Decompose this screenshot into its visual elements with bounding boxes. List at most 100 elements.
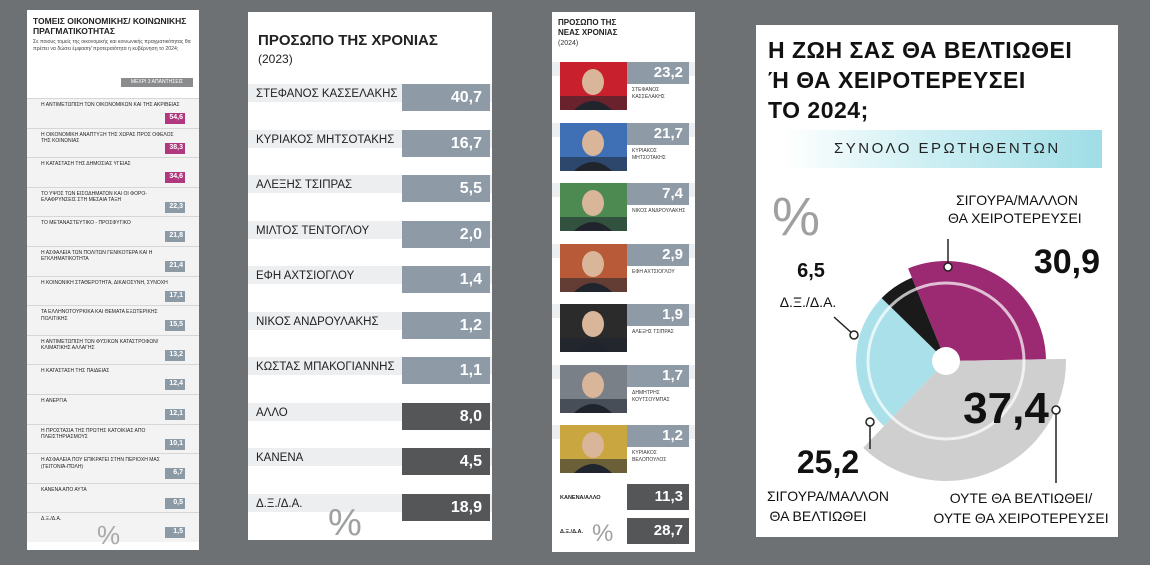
priority-bar — [165, 408, 185, 420]
candidate-row: 1,2 ΚΥΡΙΑΚΟΣ ΒΕΛΟΠΟΥΛΟΣ — [552, 423, 695, 479]
person-row: ΝΙΚΟΣ ΑΝΔΡΟΥΛΑΚΗΣ 1,2 — [248, 311, 492, 358]
priority-row: ΤΑ ΕΛΛΗΝΟΤΟΥΡΚΙΚΑ ΚΑΙ ΘΕΜΑΤΑ ΕΞΩΤΕΡΙΚΗΣ … — [27, 305, 199, 335]
priority-label: Η ΟΙΚΟΝΟΜΙΚΗ ΑΝΑΠΤΥΞΗ ΤΗΣ ΧΩΡΑΣ ΠΡΟΣ ΟΦΕ… — [41, 131, 174, 145]
person-value: 16,7 — [402, 129, 490, 157]
priority-bar — [165, 438, 185, 450]
percent-sign: % — [328, 502, 362, 544]
priority-row: Δ.Ξ./Δ.Α. 1,5 — [27, 512, 199, 542]
life-outlook-title-line-2: Ή ΘΑ ΧΕΙΡΟΤΕΡΕΥΣΕΙ — [768, 67, 1026, 93]
slice-label: Δ.Ξ./Δ.Α. — [780, 294, 837, 310]
priority-row: Η ΑΣΦΑΛΕΙΑ ΠΟΥ ΕΠΙΚΡΑΤΕΙ ΣΤΗΝ ΠΕΡΙΟΧΗ ΜΑ… — [27, 453, 199, 483]
candidate-photo — [560, 183, 627, 231]
person-value: 18,9 — [402, 493, 490, 521]
leader-dot — [849, 330, 859, 340]
life-outlook-panel: Η ΖΩΗ ΣΑΣ ΘΑ ΒΕΛΤΙΩΘΕΙ Ή ΘΑ ΧΕΙΡΟΤΕΡΕΥΣΕ… — [756, 25, 1118, 537]
priority-value: 10,1 — [169, 439, 183, 447]
candidate-value: 23,2 — [627, 62, 689, 84]
priority-label: Η ΑΝΤΙΜΕΤΩΠΙΣΗ ΤΩΝ ΦΥΣΙΚΩΝ ΚΑΤΑΣΤΡΟΦΩΝ/ … — [41, 338, 159, 352]
priority-row: Η ΟΙΚΟΝΟΜΙΚΗ ΑΝΑΠΤΥΞΗ ΤΗΣ ΧΩΡΑΣ ΠΡΟΣ ΟΦΕ… — [27, 127, 199, 158]
priority-value: 21,4 — [169, 261, 183, 269]
percent-sign: % — [97, 520, 121, 550]
person-value: 5,5 — [402, 175, 490, 202]
priority-row: ΚΑΝΕΝΑ ΑΠΟ ΑΥΤΑ 0,5 — [27, 482, 199, 513]
candidate-name: ΔΗΜΗΤΡΗΣ ΚΟΥΤΣΟΥΜΠΑΣ — [632, 389, 670, 403]
priority-value: 17,1 — [169, 291, 183, 299]
priority-value: 13,2 — [169, 350, 183, 358]
person-row: ΜΙΛΤΟΣ ΤΕΝΤΟΓΛΟΥ 2,0 — [248, 220, 492, 267]
priority-row: Η ΑΣΦΑΛΕΙΑ ΤΩΝ ΠΟΛΙΤΩΝ ΓΕΝΙΚΟΤΕΡΑ ΚΑΙ Η … — [27, 245, 199, 276]
person-row: Δ.Ξ./Δ.Α. 18,9 — [248, 493, 492, 540]
candidate-value: 21,7 — [627, 122, 689, 145]
slice-neither — [863, 358, 1066, 481]
person-value: 4,5 — [402, 448, 490, 475]
person-value: 1,2 — [402, 311, 490, 339]
person-row: ΚΩΣΤΑΣ ΜΠΑΚΟΓΙΑΝΝΗΣ 1,1 — [248, 357, 492, 403]
candidate-row: 1,9 ΑΛΕΞΗΣ ΤΣΙΠΡΑΣ — [552, 302, 695, 358]
priority-row: Η ΑΝΤΙΜΕΤΩΠΙΣΗ ΤΩΝ ΦΥΣΙΚΩΝ ΚΑΤΑΣΤΡΟΦΩΝ/ … — [27, 334, 199, 365]
candidate-name: ΕΦΗ ΑΧΤΣΙΟΓΛΟΥ — [632, 268, 675, 275]
priority-label: ΤΟ ΜΕΤΑΝΑΣΤΕΥΤΙΚΟ - ΠΡΟΣΦΥΓΙΚΟ — [41, 220, 131, 227]
priority-bar — [165, 142, 185, 154]
candidate-photo — [560, 304, 627, 352]
priority-row: Η ΚΟΙΝΩΝΙΚΗ ΣΤΑΘΕΡΟΤΗΤΑ, ΔΙΚΑΙΟΣΥΝΗ, ΣΥΝ… — [27, 275, 199, 306]
person-value: 40,7 — [402, 84, 490, 111]
leader-dot — [943, 262, 953, 272]
slice-value: 6,5 — [797, 260, 825, 282]
person-of-new-year-panel: ΠΡΟΣΩΠΟ ΤΗΣ ΝΕΑΣ ΧΡΟΝΙΑΣ (2024) 23,2 ΣΤΕΦ… — [552, 12, 695, 552]
priority-value: 1,5 — [173, 528, 183, 536]
priority-bar — [165, 172, 185, 184]
priorities-title: ΤΟΜΕΙΣ ΟΙΚΟΝΟΜΙΚΗΣ/ ΚΟΙΝΩΝΙΚΗΣ ΠΡΑΓΜΑΤΙΚ… — [33, 16, 187, 36]
person-name: Δ.Ξ./Δ.Α. — [256, 497, 303, 510]
person-row: ΚΑΝΕΝΑ 4,5 — [248, 448, 492, 494]
candidate-value: 7,4 — [627, 183, 689, 205]
candidate-row: 21,7 ΚΥΡΙΑΚΟΣ ΜΗΤΣΟΤΑΚΗΣ — [552, 121, 695, 177]
priority-label: Η ΚΑΤΑΣΤΑΣΗ ΤΗΣ ΠΑΙΔΕΙΑΣ — [41, 368, 110, 375]
person-of-year-panel: ΠΡΟΣΩΠΟ ΤΗΣ ΧΡΟΝΙΑΣ (2023) ΣΤΕΦΑΝΟΣ ΚΑΣΣ… — [248, 12, 492, 544]
candidate-name: ΑΛΕΞΗΣ ΤΣΙΠΡΑΣ — [632, 329, 674, 335]
candidate-value: 11,3 — [627, 484, 689, 510]
candidate-name: ΚΑΝΕΝΑ/ΑΛΛΟ — [560, 495, 601, 501]
candidate-name: ΚΥΡΙΑΚΟΣ ΒΕΛΟΠΟΥΛΟΣ — [632, 450, 667, 463]
priorities-panel: ΤΟΜΕΙΣ ΟΙΚΟΝΟΜΙΚΗΣ/ ΚΟΙΝΩΝΙΚΗΣ ΠΡΑΓΜΑΤΙΚ… — [27, 10, 199, 550]
person-name: ΝΙΚΟΣ ΑΝΔΡΟΥΛΑΚΗΣ — [256, 315, 379, 328]
priority-bar — [165, 201, 185, 213]
person-row: ΚΥΡΙΑΚΟΣ ΜΗΤΣΟΤΑΚΗΣ 16,7 — [248, 129, 492, 176]
slice-label: ΣΙΓΟΥΡΑ/ΜΑΛΛΟΝ — [956, 192, 1078, 208]
priority-label: ΚΑΝΕΝΑ ΑΠΟ ΑΥΤΑ — [41, 486, 87, 493]
slice-label: ΣΙΓΟΥΡΑ/ΜΑΛΛΟΝ — [767, 488, 889, 504]
person-name: ΚΥΡΙΑΚΟΣ ΜΗΤΣΟΤΑΚΗΣ — [256, 133, 395, 146]
candidate-row: 7,4 ΝΙΚΟΣ ΑΝΔΡΟΥΛΑΚΗΣ — [552, 181, 695, 237]
priorities-note: ΜΕΧΡΙ 3 ΑΠΑΝΤΗΣΕΙΣ — [121, 78, 193, 87]
priority-row: Η ΑΝΕΡΓΙΑ 12,1 — [27, 393, 199, 424]
candidate-photo — [560, 425, 627, 473]
person-of-year-title: ΠΡΟΣΩΠΟ ΤΗΣ ΧΡΟΝΙΑΣ — [258, 32, 438, 49]
candidate-name: ΚΥΡΙΑΚΟΣ ΜΗΤΣΟΤΑΚΗΣ — [632, 147, 666, 161]
slice-value: 25,2 — [797, 444, 859, 480]
priority-bar — [165, 290, 185, 302]
priority-label: Η ΚΟΙΝΩΝΙΚΗ ΣΤΑΘΕΡΟΤΗΤΑ, ΔΙΚΑΙΟΣΥΝΗ, ΣΥΝ… — [41, 279, 168, 286]
person-of-year-rows: ΣΤΕΦΑΝΟΣ ΚΑΣΣΕΛΑΚΗΣ 40,7 ΚΥΡΙΑΚΟΣ ΜΗΤΣΟΤΑΚ… — [248, 84, 492, 539]
priority-label: ΤΟ ΥΨΟΣ ΤΩΝ ΕΙΣΟΔΗΜΑΤΩΝ ΚΑΙ ΟΙ ΦΟΡΟ-ΕΛΑΦ… — [41, 190, 147, 204]
inner-ring — [866, 281, 1026, 441]
pie-center — [932, 347, 960, 375]
priorities-rows: Η ΑΝΤΙΜΕΤΩΠΙΣΗ ΤΩΝ ΟΙΚΟΝΟΜΙΚΩΝ ΚΑΙ ΤΗΣ Α… — [27, 98, 199, 542]
candidate-row: Δ.Ξ./Δ.Α. 28,7 — [552, 518, 695, 548]
priority-bar — [165, 260, 185, 272]
percent-sign: % — [772, 187, 820, 247]
priority-bar — [165, 527, 185, 539]
candidate-row: 2,9 ΕΦΗ ΑΧΤΣΙΟΓΛΟΥ — [552, 242, 695, 298]
candidate-photo — [560, 62, 627, 110]
candidate-name: ΣΤΕΦΑΝΟΣ ΚΑΣΣΕΛΑΚΗΣ — [632, 87, 665, 100]
person-of-year-year: (2023) — [258, 52, 293, 66]
person-row: ΕΦΗ ΑΧΤΣΙΟΓΛΟΥ 1,4 — [248, 266, 492, 312]
priority-row: Η ΑΝΤΙΜΕΤΩΠΙΣΗ ΤΩΝ ΟΙΚΟΝΟΜΙΚΩΝ ΚΑΙ ΤΗΣ Α… — [27, 98, 199, 128]
leader-dot — [1051, 405, 1061, 415]
slice-label: ΘΑ ΧΕΙΡΟΤΕΡΕΥΣΕΙ — [948, 210, 1082, 226]
priority-label: Η ΚΑΤΑΣΤΑΣΗ ΤΗΣ ΔΗΜΟΣΙΑΣ ΥΓΕΙΑΣ — [41, 161, 131, 168]
candidate-photo — [560, 243, 627, 292]
life-outlook-title-line-3: ΤΟ 2024; — [768, 97, 869, 123]
priority-label: Η ΑΝΕΡΓΙΑ — [41, 397, 67, 404]
slice-label: ΟΥΤΕ ΘΑ ΧΕΙΡΟΤΕΡΕΥΣΕΙ — [933, 510, 1108, 526]
slice-value: 37,4 — [963, 384, 1049, 433]
slice-better — [856, 298, 946, 427]
